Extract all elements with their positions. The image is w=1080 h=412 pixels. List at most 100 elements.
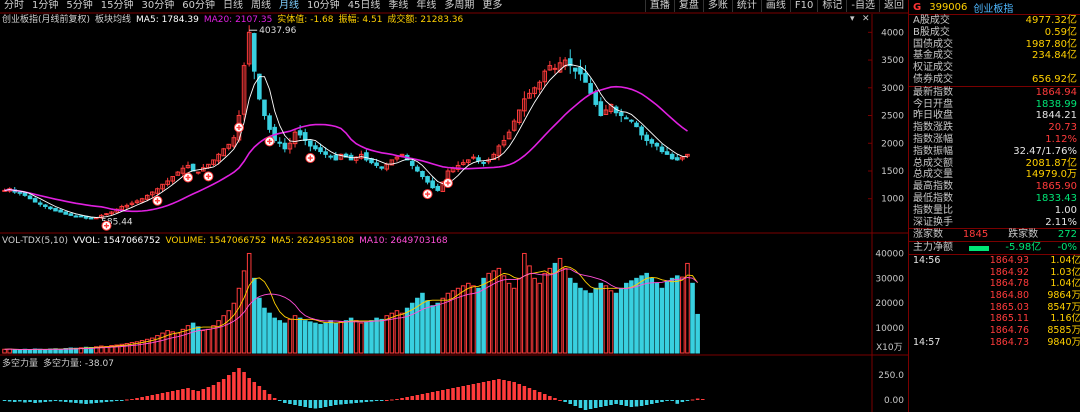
tick-row: 14:57 1864.73 9840万: [909, 337, 1080, 349]
osc-bar: [23, 400, 27, 403]
volume-bar: [134, 341, 140, 354]
kline-chart[interactable]: 4037.96 585.44 4000 3500 3000 2500 2000 1500 10…: [0, 0, 908, 412]
period-tab[interactable]: 多周期: [444, 0, 475, 11]
volume-bar: [481, 277, 486, 354]
osc-indicator-name[interactable]: 多空力量: [2, 359, 39, 369]
osc-bar: [211, 385, 216, 400]
osc-bar: [481, 382, 486, 400]
tool-button[interactable]: 多账: [702, 0, 732, 12]
osc-bar: [629, 400, 634, 407]
osc-bar: [563, 400, 567, 402]
candle-body: [496, 145, 502, 157]
volume-bar: [124, 343, 130, 354]
stat-label: B股成交: [913, 26, 950, 38]
stat-value: 234.84亿: [1032, 50, 1077, 62]
price-tick-label: 3500: [881, 56, 904, 66]
volume-bar: [669, 277, 675, 354]
osc-bar: [79, 400, 83, 404]
candle-body: [139, 198, 145, 203]
tool-button[interactable]: 直播: [644, 0, 674, 12]
max-price-label: 4037.96: [259, 26, 296, 36]
candle-body: [364, 152, 369, 161]
candle-body: [680, 156, 685, 160]
period-tab[interactable]: 更多: [482, 0, 503, 11]
candle-body: [460, 162, 466, 165]
amount-label: 成交额: 21283.36: [387, 15, 464, 25]
period-tab[interactable]: 1分钟: [32, 0, 59, 11]
tool-button[interactable]: 返回: [879, 0, 908, 12]
period-tab[interactable]: 日线: [222, 0, 243, 11]
indicator-name[interactable]: 板块均线: [95, 15, 132, 25]
osc-bar: [114, 400, 119, 401]
tick-volume: 9840万: [1047, 336, 1080, 348]
volume-bar: [430, 305, 435, 354]
market-turnover-list: A股成交 4977.32亿 B股成交 0.59亿 国债成交 1987.80亿 基金成交 234…: [909, 15, 1080, 86]
vol-indicator-name[interactable]: VOL-TDX(5,10): [2, 236, 69, 246]
osc-bar: [232, 372, 236, 400]
candle-body: [308, 140, 313, 147]
volume-bar: [562, 267, 568, 354]
tool-button[interactable]: 标记: [817, 0, 846, 12]
stat-value: 1865.90: [1035, 181, 1077, 193]
tool-button[interactable]: 画线: [760, 0, 790, 12]
stat-value: 1.12%: [1045, 133, 1077, 145]
tool-button[interactable]: F10: [789, 0, 817, 12]
osc-bar: [466, 385, 471, 400]
stat-label: 国债成交: [913, 38, 953, 50]
candle-body: [522, 98, 527, 112]
stat-row: 基金成交 234.84亿: [909, 50, 1080, 62]
volume-bar: [659, 287, 665, 354]
osc-bar: [537, 392, 542, 400]
volume-bar: [190, 322, 196, 354]
tick-row: 1865.11 1.16亿: [909, 313, 1080, 325]
period-tab[interactable]: 60分钟: [182, 0, 215, 11]
candle-body: [353, 156, 359, 161]
vol-tick-label: 30000: [875, 274, 904, 284]
pane-settings-icon[interactable]: ▾: [850, 14, 855, 24]
volume-bar: [216, 320, 221, 354]
period-tab[interactable]: 分时: [4, 0, 24, 11]
period-tab[interactable]: 15分钟: [100, 0, 134, 11]
period-tab[interactable]: 10分钟: [306, 0, 340, 11]
period-tab[interactable]: 年线: [416, 0, 437, 11]
stat-value: 656.92亿: [1032, 73, 1077, 85]
candle-body: [537, 81, 542, 90]
osc-bar: [649, 400, 654, 404]
osc-bar: [527, 388, 532, 400]
pane-close-icon[interactable]: ✕: [862, 14, 870, 24]
stat-label: 债券成交: [913, 73, 953, 85]
volume-bar: [537, 282, 542, 354]
volume-bar: [236, 287, 242, 354]
osc-bar: [130, 399, 134, 400]
stat-value: 2081.87亿: [1025, 157, 1077, 169]
tick-list[interactable]: 14:56 1864.93 1.04亿 1864.92 1.03亿 1864.78 1.04…: [909, 255, 1080, 349]
osc-bar: [497, 379, 501, 400]
period-tab[interactable]: 周线: [250, 0, 271, 11]
volume-bar: [522, 252, 527, 354]
period-tab[interactable]: 5分钟: [66, 0, 93, 11]
vol-tick-label: 20000: [875, 299, 904, 309]
period-tab[interactable]: 月线: [278, 0, 299, 11]
osc-bar: [486, 381, 491, 400]
tool-button[interactable]: 复盘: [673, 0, 703, 12]
tool-button[interactable]: 统计: [731, 0, 761, 12]
tool-button[interactable]: -自选: [846, 0, 879, 12]
candle-body: [578, 67, 583, 75]
period-tab[interactable]: 30分钟: [141, 0, 175, 11]
period-tab[interactable]: 季线: [388, 0, 409, 11]
period-tab[interactable]: 45日线: [347, 0, 381, 11]
volume-bar: [557, 257, 563, 354]
candle-body: [251, 33, 257, 72]
candle-body: [674, 157, 680, 161]
price-tick-label: 2000: [881, 139, 904, 149]
volume-bar: [170, 331, 176, 354]
osc-bar: [288, 400, 292, 404]
volume-bar: [618, 287, 624, 354]
osc-bar: [655, 400, 659, 403]
osc-bar: [522, 386, 527, 400]
price-tick-label: 1500: [881, 167, 904, 177]
candle-body: [22, 192, 28, 196]
volume-bar: [333, 322, 339, 354]
stat-row: A股成交 4977.32亿: [909, 15, 1080, 27]
volume-bar: [364, 321, 369, 354]
